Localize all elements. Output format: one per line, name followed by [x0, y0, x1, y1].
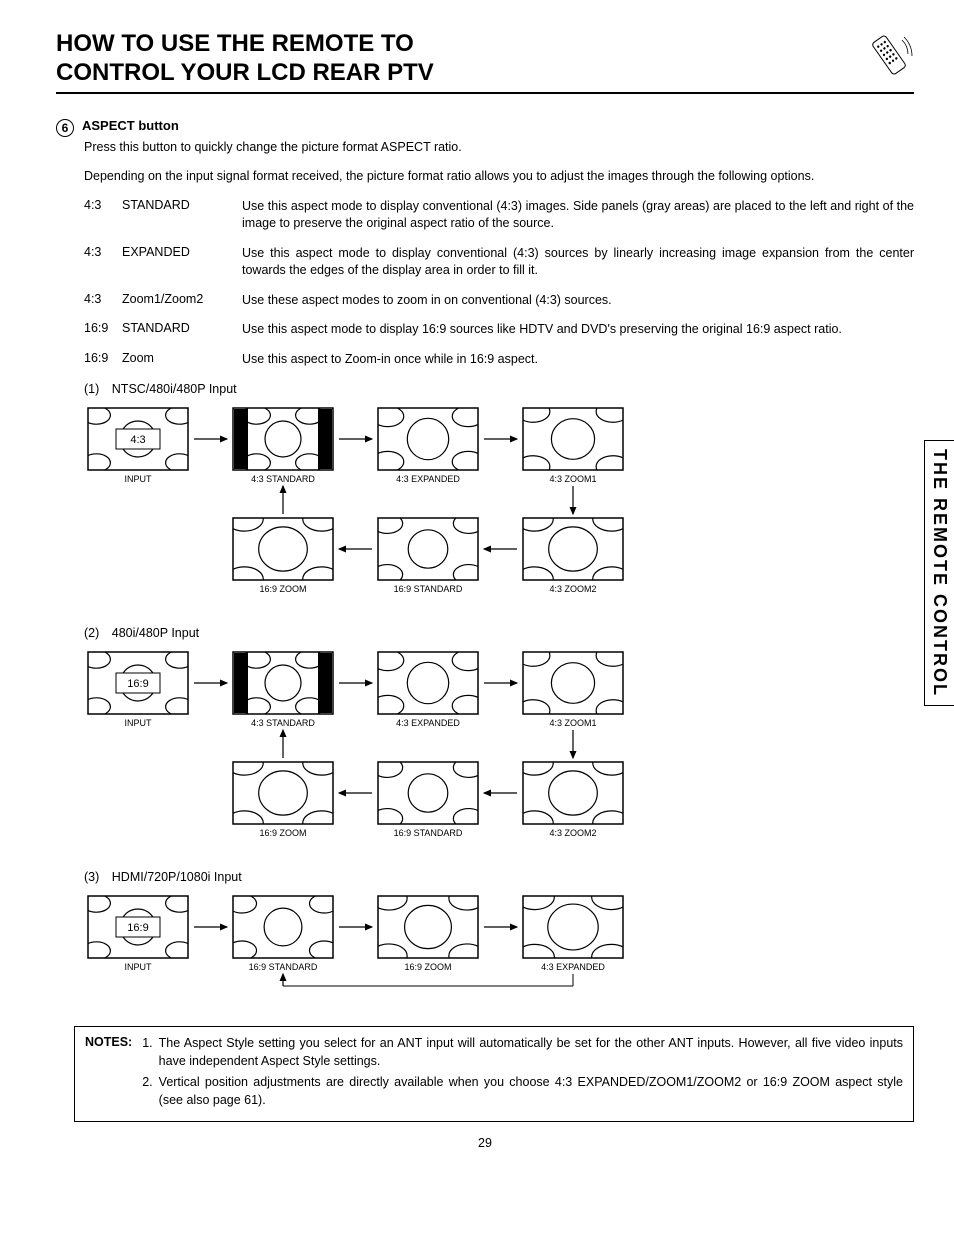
svg-text:16:9 STANDARD: 16:9 STANDARD	[394, 828, 463, 838]
side-tab: THE REMOTE CONTROL	[924, 440, 954, 706]
page-title: HOW TO USE THE REMOTE TO CONTROL YOUR LC…	[56, 30, 434, 92]
svg-text:INPUT: INPUT	[125, 718, 153, 728]
svg-text:4:3: 4:3	[130, 434, 145, 446]
svg-text:4:3 STANDARD: 4:3 STANDARD	[251, 474, 315, 484]
svg-text:4:3 ZOOM2: 4:3 ZOOM2	[549, 828, 596, 838]
svg-text:INPUT: INPUT	[125, 962, 153, 972]
mode-name: Zoom	[122, 351, 242, 365]
mode-desc: Use this aspect mode to display conventi…	[242, 198, 914, 233]
diagram-1: 4:3 INPUT 4:3 STANDARD 4:3 EXPANDED 4:3 ZOOM…	[84, 404, 914, 602]
mode-name: STANDARD	[122, 321, 242, 335]
diagram-2: 16:9 INPUT 4:3 STANDARD 4:3 EXPANDED 4:3 ZOO…	[84, 648, 914, 846]
mode-row: 4:3STANDARDUse this aspect mode to displ…	[84, 198, 914, 233]
svg-text:16:9 STANDARD: 16:9 STANDARD	[249, 962, 318, 972]
note-text: The Aspect Style setting you select for …	[159, 1035, 903, 1070]
mode-name: STANDARD	[122, 198, 242, 212]
note-number: 2.	[142, 1074, 152, 1109]
svg-text:16:9: 16:9	[127, 678, 148, 690]
svg-text:4:3 EXPANDED: 4:3 EXPANDED	[396, 474, 460, 484]
note-item: 2.Vertical position adjustments are dire…	[142, 1074, 903, 1109]
svg-text:16:9 ZOOM: 16:9 ZOOM	[259, 584, 306, 594]
svg-text:4:3 ZOOM1: 4:3 ZOOM1	[549, 474, 596, 484]
note-number: 1.	[142, 1035, 152, 1070]
mode-row: 4:3Zoom1/Zoom2Use these aspect modes to …	[84, 292, 914, 310]
note-text: Vertical position adjustments are direct…	[159, 1074, 903, 1109]
svg-text:4:3 STANDARD: 4:3 STANDARD	[251, 718, 315, 728]
svg-text:16:9 ZOOM: 16:9 ZOOM	[259, 828, 306, 838]
page-number: 29	[56, 1136, 914, 1150]
mode-desc: Use this aspect mode to display 16:9 sou…	[242, 321, 914, 339]
svg-text:4:3 EXPANDED: 4:3 EXPANDED	[396, 718, 460, 728]
mode-desc: Use this aspect to Zoom-in once while in…	[242, 351, 914, 369]
svg-text:4:3 ZOOM1: 4:3 ZOOM1	[549, 718, 596, 728]
mode-desc: Use this aspect mode to display conventi…	[242, 245, 914, 280]
input-section-3-label: (3) HDMI/720P/1080i Input	[84, 870, 914, 884]
mode-ratio: 16:9	[84, 321, 122, 335]
section-header: 6 ASPECT button	[56, 118, 914, 137]
aspect-mode-table: 4:3STANDARDUse this aspect mode to displ…	[84, 198, 914, 369]
title-line-1: HOW TO USE THE REMOTE TO	[56, 30, 434, 59]
title-line-2: CONTROL YOUR LCD REAR PTV	[56, 59, 434, 88]
mode-name: EXPANDED	[122, 245, 242, 259]
intro-text-1: Press this button to quickly change the …	[84, 139, 914, 157]
svg-text:4:3 ZOOM2: 4:3 ZOOM2	[549, 584, 596, 594]
page-title-block: HOW TO USE THE REMOTE TO CONTROL YOUR LC…	[56, 30, 914, 94]
notes-list: 1.The Aspect Style setting you select fo…	[142, 1035, 903, 1113]
mode-row: 4:3EXPANDEDUse this aspect mode to displ…	[84, 245, 914, 280]
note-item: 1.The Aspect Style setting you select fo…	[142, 1035, 903, 1070]
diagram-3: 16:9 INPUT 16:9 STANDARD 16:9 ZOOM 4:3 EXPAN…	[84, 892, 914, 1002]
section-number-badge: 6	[56, 119, 74, 137]
notes-box: NOTES: 1.The Aspect Style setting you se…	[74, 1026, 914, 1122]
mode-row: 16:9ZoomUse this aspect to Zoom-in once …	[84, 351, 914, 369]
intro-text-2: Depending on the input signal format rec…	[84, 168, 914, 186]
input-section-1-label: (1) NTSC/480i/480P Input	[84, 382, 914, 396]
svg-text:INPUT: INPUT	[125, 474, 153, 484]
input-section-2-label: (2) 480i/480P Input	[84, 626, 914, 640]
mode-row: 16:9STANDARDUse this aspect mode to disp…	[84, 321, 914, 339]
mode-desc: Use these aspect modes to zoom in on con…	[242, 292, 914, 310]
notes-label: NOTES:	[85, 1035, 132, 1113]
mode-ratio: 16:9	[84, 351, 122, 365]
mode-name: Zoom1/Zoom2	[122, 292, 242, 306]
section-title: ASPECT button	[82, 118, 179, 133]
mode-ratio: 4:3	[84, 245, 122, 259]
mode-ratio: 4:3	[84, 292, 122, 306]
remote-icon	[864, 30, 914, 80]
mode-ratio: 4:3	[84, 198, 122, 212]
svg-text:16:9 ZOOM: 16:9 ZOOM	[404, 962, 451, 972]
svg-text:4:3 EXPANDED: 4:3 EXPANDED	[541, 962, 605, 972]
svg-text:16:9 STANDARD: 16:9 STANDARD	[394, 584, 463, 594]
svg-text:16:9: 16:9	[127, 922, 148, 934]
